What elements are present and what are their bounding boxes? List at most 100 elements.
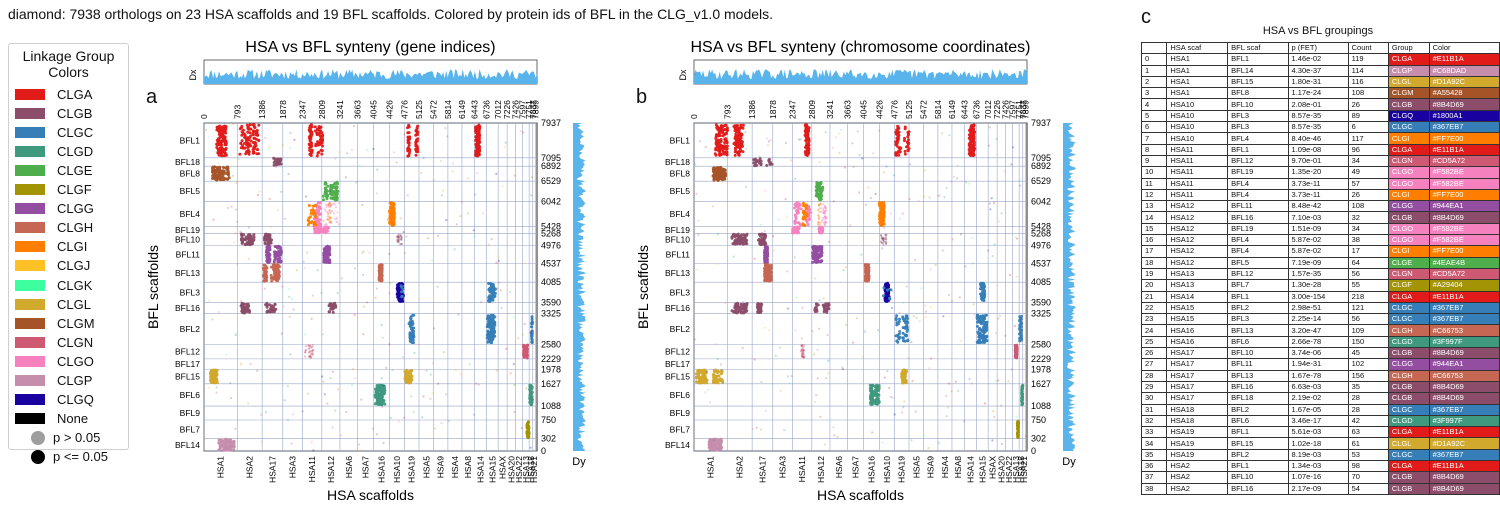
ortholog-point [530, 325, 534, 329]
ortholog-point [718, 437, 722, 441]
legend-label: CLGN [57, 334, 94, 350]
ortholog-point [324, 182, 328, 186]
ortholog-point [309, 130, 313, 134]
ortholog-point [981, 328, 985, 332]
x-tick-top-label: 7426 [1001, 100, 1011, 119]
y-tick-right-label: 3590 [541, 298, 561, 308]
ortholog-point [311, 349, 314, 352]
ortholog-point [223, 447, 227, 451]
x-scaffold-label: HSA8 [463, 456, 473, 478]
ortholog-point [311, 352, 314, 355]
legend-title: Linkage Group Colors [22, 48, 115, 80]
ortholog-point [882, 286, 886, 290]
ortholog-point [493, 292, 497, 295]
ortholog-point [408, 136, 412, 140]
ortholog-point [805, 123, 809, 127]
ortholog-point [440, 422, 443, 425]
ortholog-point [328, 189, 331, 192]
ortholog-point [329, 220, 332, 223]
ortholog-point [800, 344, 803, 347]
ortholog-point [802, 350, 805, 353]
x-scaffold-label: HSA11 [797, 456, 807, 483]
ortholog-point [472, 413, 476, 416]
ortholog-point [432, 178, 435, 181]
ortholog-point [879, 217, 883, 221]
ortholog-point [351, 368, 354, 371]
x-scaffold-label: HSA5 [421, 456, 431, 478]
ortholog-point [308, 350, 311, 353]
ortholog-point [325, 205, 328, 208]
ortholog-point [307, 347, 310, 350]
ortholog-point [240, 239, 244, 243]
ortholog-point [388, 252, 391, 255]
ortholog-point [824, 221, 827, 224]
ortholog-point [391, 217, 395, 220]
ortholog-point [725, 139, 729, 143]
ortholog-point [224, 153, 228, 156]
ortholog-point [301, 410, 304, 413]
ortholog-point [215, 128, 219, 132]
ortholog-point [442, 189, 445, 192]
ortholog-point [723, 137, 727, 141]
ortholog-point [867, 278, 870, 281]
y-tick-right-label: 302 [1031, 434, 1046, 444]
x-scaffold-label: HSA22 [514, 456, 524, 483]
x-scaffold-label: HSA11 [307, 456, 317, 483]
ortholog-point [466, 212, 469, 215]
ortholog-point [523, 262, 526, 265]
ortholog-point [213, 170, 217, 174]
ortholog-point [512, 316, 515, 319]
ortholog-point [330, 210, 333, 213]
ortholog-point [402, 231, 405, 234]
y-tick-right-label: 1978 [1031, 364, 1051, 374]
ortholog-point [698, 381, 702, 385]
ortholog-point [283, 399, 286, 402]
ortholog-point [881, 237, 884, 240]
ortholog-point [396, 235, 399, 238]
ortholog-point [445, 393, 448, 396]
ortholog-point [281, 285, 284, 288]
ortholog-point [327, 203, 330, 207]
y-scaffold-label: BFL19 [175, 225, 200, 235]
ortholog-point [273, 258, 277, 262]
ortholog-point [805, 220, 809, 224]
x-tick-top-label: 5472 [919, 100, 929, 119]
y-tick-right-label: 302 [541, 434, 556, 444]
ortholog-point [314, 215, 318, 219]
x-scaffold-label: HSA8 [953, 456, 963, 478]
ortholog-point [723, 141, 727, 145]
ortholog-point [240, 241, 244, 245]
ortholog-point [820, 225, 824, 229]
y-scaffold-label: BFL15 [175, 372, 200, 382]
legend-swatch [15, 88, 45, 100]
figure-caption: diamond: 7938 orthologs on 23 HSA scaffo… [8, 6, 774, 22]
ortholog-point [396, 240, 399, 243]
y-scaffold-label: BFL7 [180, 424, 201, 434]
ortholog-point [529, 385, 533, 389]
ortholog-point [330, 193, 334, 197]
ortholog-point [220, 169, 224, 173]
ortholog-point [260, 440, 264, 443]
ortholog-point [713, 176, 717, 180]
ortholog-point [263, 238, 266, 242]
ortholog-point [252, 235, 256, 239]
ortholog-point [264, 303, 268, 307]
y-tick-right-label: 0 [541, 446, 546, 456]
ortholog-point [801, 355, 804, 358]
ortholog-point [375, 401, 379, 405]
ortholog-point [390, 203, 394, 207]
ortholog-point [397, 420, 400, 423]
ortholog-point [218, 143, 222, 147]
x-scaffold-label: HSA20 [506, 456, 516, 483]
ortholog-point [882, 239, 885, 242]
legend-label: None [57, 411, 89, 427]
legend-label: CLGB [57, 105, 93, 121]
ortholog-point [414, 143, 418, 147]
ortholog-point [411, 322, 415, 326]
ortholog-point [251, 239, 255, 243]
ortholog-point [218, 151, 222, 155]
ortholog-point [397, 237, 400, 241]
ortholog-point [330, 222, 333, 225]
ortholog-point [379, 263, 383, 267]
ortholog-point [884, 233, 887, 236]
